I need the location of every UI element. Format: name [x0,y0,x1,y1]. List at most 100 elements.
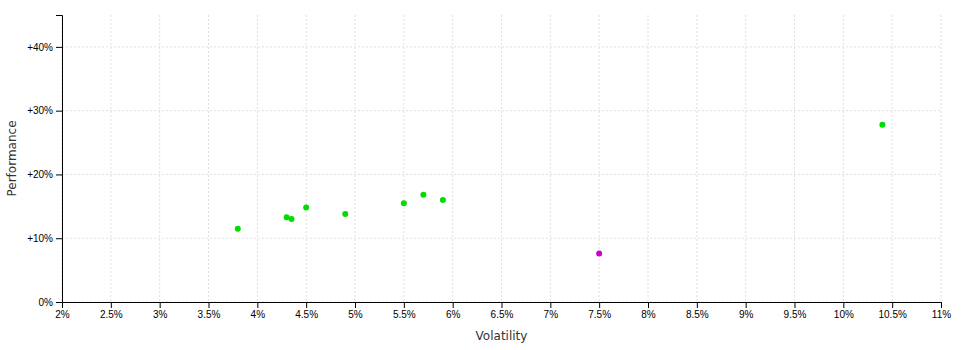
grid-line-x [892,15,893,302]
tick: 6% [446,302,461,320]
x-axis-title: Volatility [476,329,528,343]
grid-line-x [648,15,649,302]
axis-line [63,303,942,309]
point [879,122,885,128]
tick-mark [795,302,796,308]
tick-label: 4.5% [295,309,318,320]
tick-mark [892,302,893,308]
tick-label: +20% [27,169,53,180]
tick-label: 3.5% [198,309,221,320]
tick: 0% [39,297,62,308]
tick-label: 10.5% [878,309,906,320]
tick: 2% [55,302,70,320]
tick-mark [355,302,356,308]
tick-mark [209,302,210,308]
point [303,205,309,211]
tick-label: 5.5% [393,309,416,320]
y-axis-title: Performance [5,120,19,196]
tick-mark [160,302,161,308]
grid-line-x [501,15,502,302]
tick-label: 0% [39,297,54,308]
point [596,251,602,257]
grid-line-x [550,15,551,302]
grid-line-x [208,15,209,302]
tick-mark [599,302,600,308]
point [401,200,407,206]
grid-line-x [403,15,404,302]
point [235,226,241,232]
tick-mark [56,111,62,112]
tick: 11% [932,302,951,320]
tick: 5.5% [393,302,416,320]
tick-mark [697,302,698,308]
grid-line-x [110,15,111,302]
grid-line-x [599,15,600,302]
tick-label: 8.5% [686,309,709,320]
tick-label: 2% [55,309,70,320]
tick-mark [746,302,747,308]
grid-line-x [306,15,307,302]
tick-label: 6.5% [491,309,514,320]
tick-label: 7% [544,309,559,320]
tick: 9% [739,302,754,320]
grid-line-x [843,15,844,302]
y-axis: 0% +10% +20% +30% +40% [27,16,62,308]
tick: 10.5% [878,302,906,320]
grid-line-x [745,15,746,302]
tick: 3.5% [198,302,221,320]
grid-line-x [794,15,795,302]
tick-label: 6% [446,309,461,320]
tick-label: 2.5% [100,309,123,320]
tick-label: +40% [27,42,53,53]
axis-line [56,16,63,303]
grid-line-x [257,15,258,302]
tick-label: 8% [641,309,656,320]
grid [62,15,941,302]
tick-mark [56,47,62,48]
grid-line-x [696,15,697,302]
tick: +40% [27,42,62,53]
tick: 8% [641,302,656,320]
grid-line-y [62,110,941,111]
tick: 7% [544,302,559,320]
tick-mark [56,302,62,303]
tick: 3% [153,302,168,320]
tick-mark [502,302,503,308]
grid-line-x [452,15,453,302]
tick-mark [257,302,258,308]
tick: 6.5% [491,302,514,320]
tick: 7.5% [588,302,611,320]
tick: 9.5% [784,302,807,320]
tick-label: 9% [739,309,754,320]
tick-mark [306,302,307,308]
points [235,122,886,257]
tick: 10% [834,302,854,320]
tick: 4% [251,302,266,320]
tick-mark [111,302,112,308]
tick-mark [941,302,942,308]
tick-label: +30% [27,105,53,116]
tick: 2.5% [100,302,123,320]
tick-mark [56,174,62,175]
tick-label: 3% [153,309,168,320]
tick-mark [648,302,649,308]
x-axis: 2%2.5%3%3.5%4%4.5%5%5.5%6%6.5%7%7.5%8%8.… [55,302,951,320]
tick: +20% [27,169,62,180]
point [440,197,446,203]
series [596,251,602,257]
tick-mark [453,302,454,308]
tick-mark [56,238,62,239]
series [235,122,886,232]
tick-mark [843,302,844,308]
tick: 8.5% [686,302,709,320]
tick: +10% [27,233,62,244]
tick: 4.5% [295,302,318,320]
grid-line-x [941,15,942,302]
grid-line-x [355,15,356,302]
grid-line-y [62,238,941,239]
tick-label: 11% [932,309,951,320]
grid-line-y [62,174,941,175]
tick-mark [404,302,405,308]
tick: +30% [27,105,62,116]
point [289,216,295,222]
